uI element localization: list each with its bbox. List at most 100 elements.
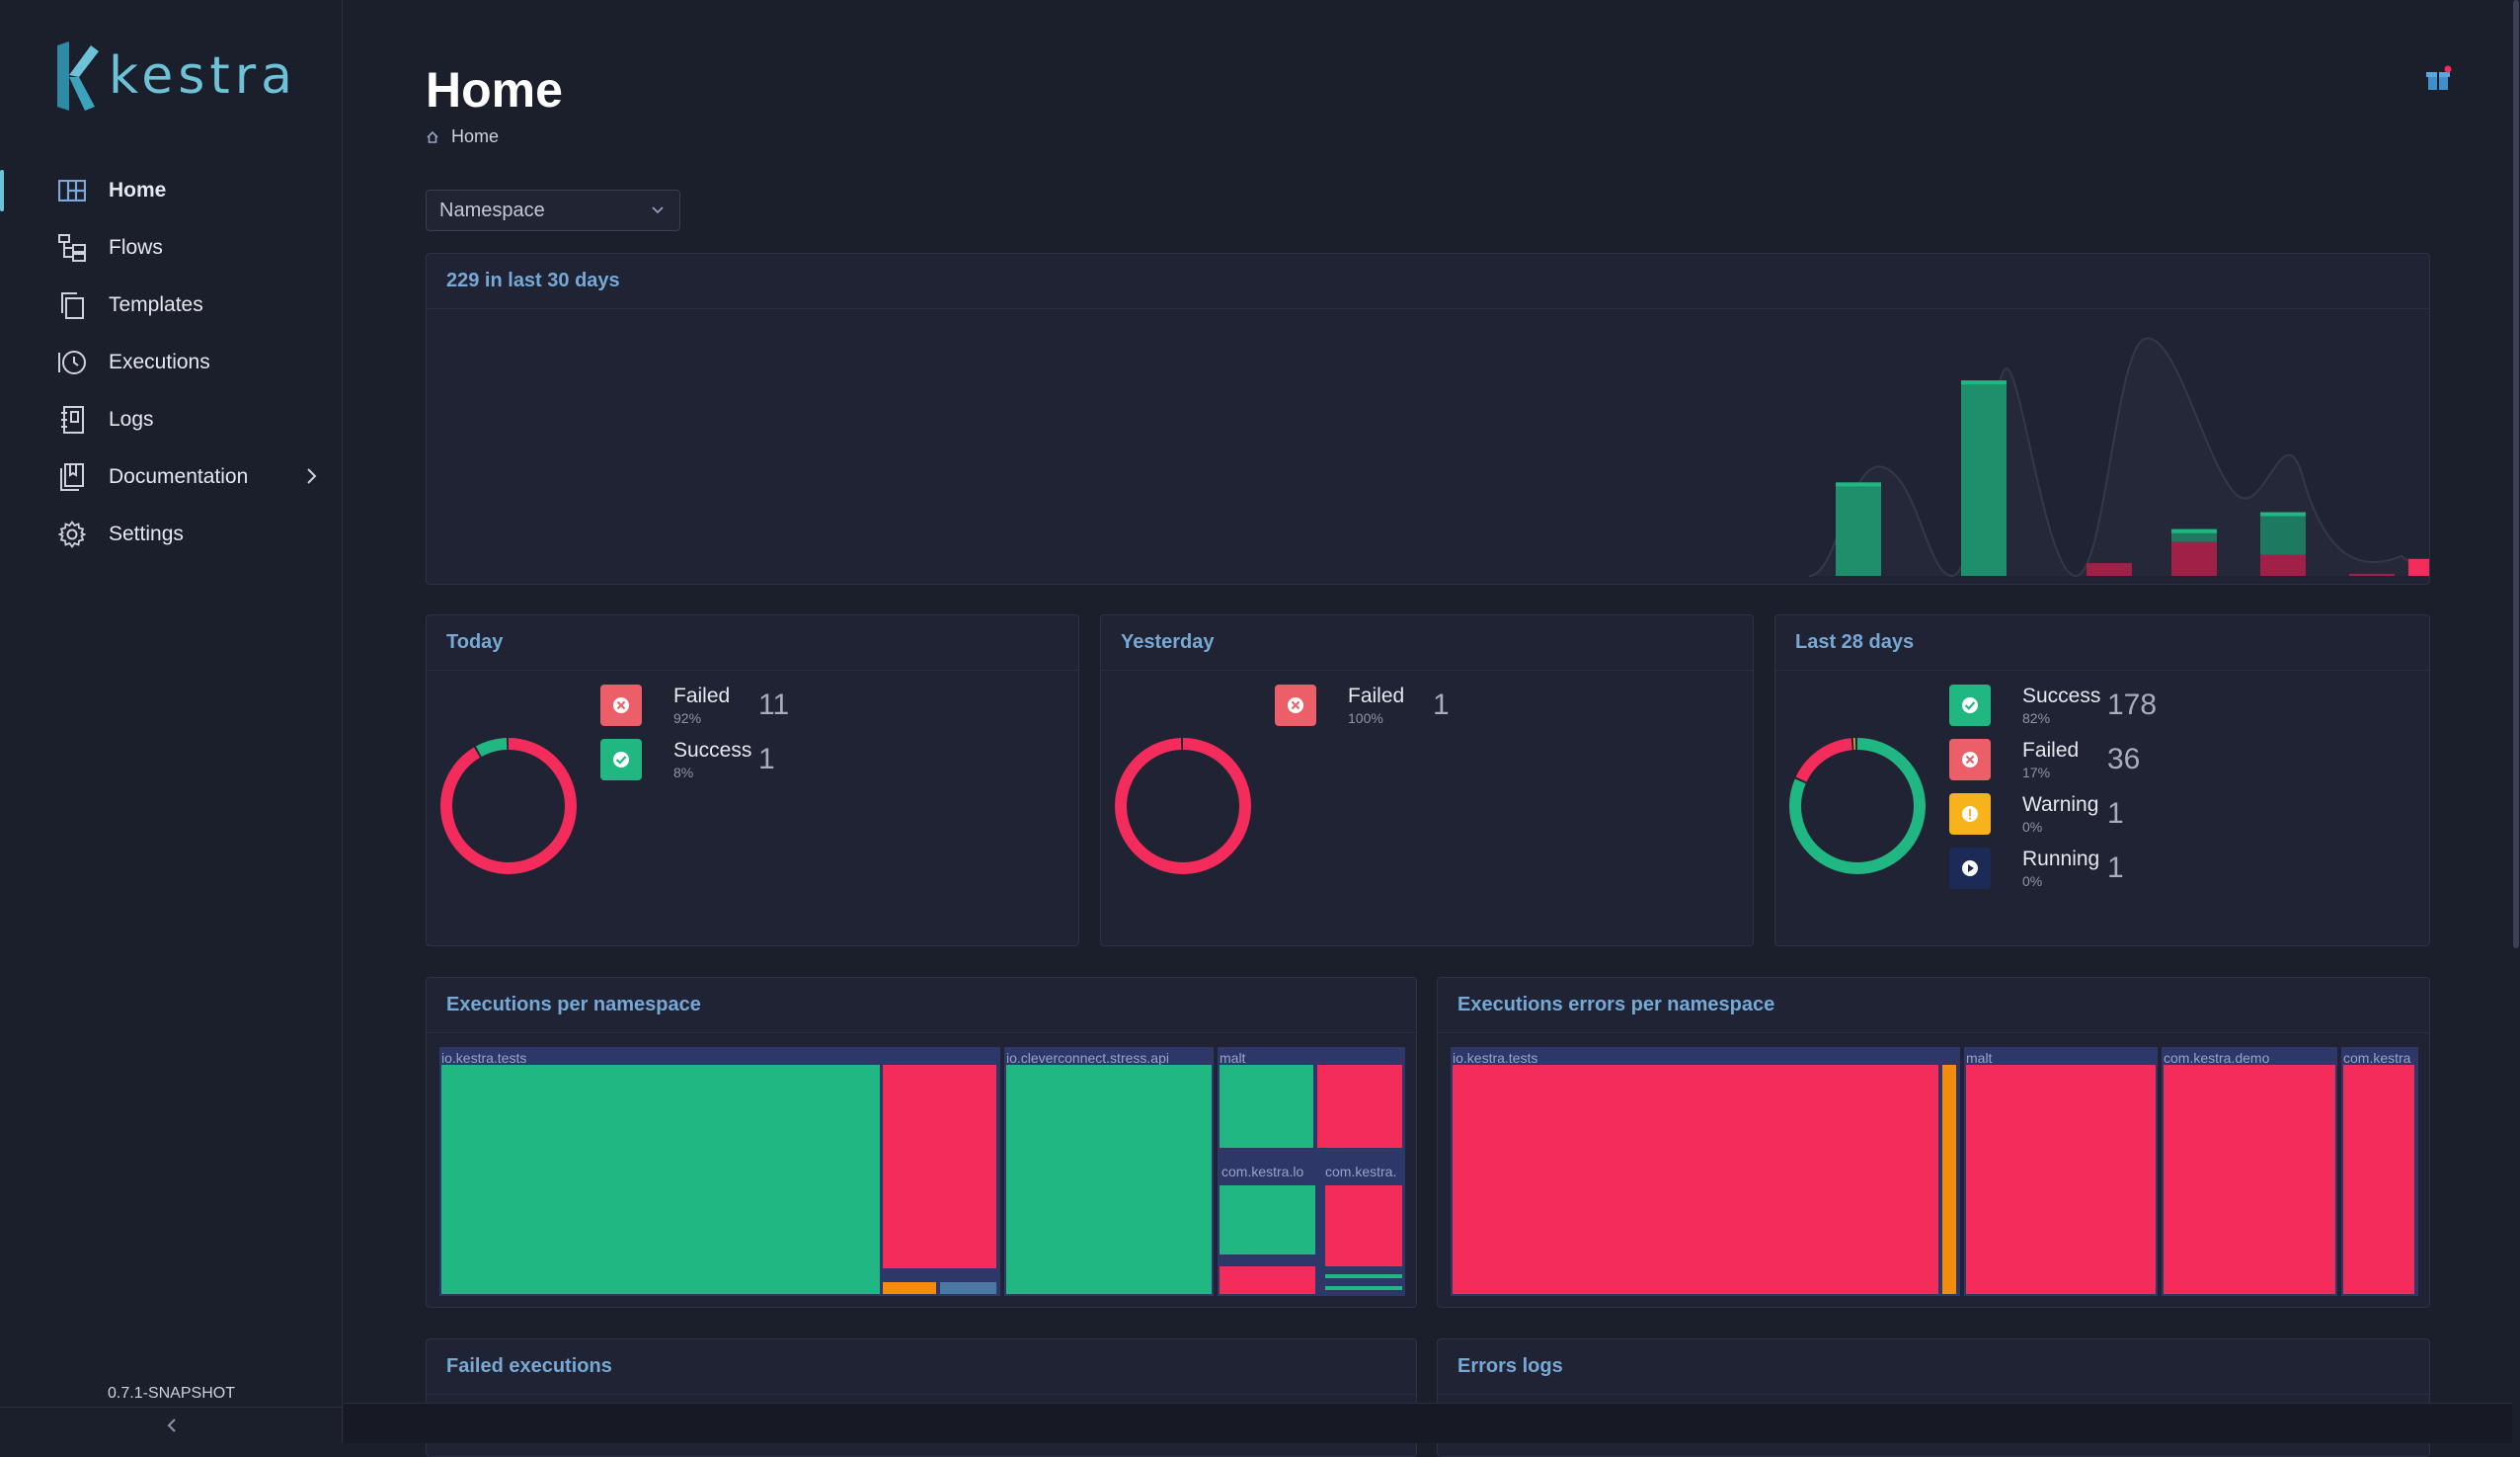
app-name: kestra [109,46,297,106]
last-28-days-donut-chart [1789,738,1926,874]
flow-tree-icon [55,231,89,265]
donut-segment-failed[interactable] [440,738,577,874]
treemap-cell-failed[interactable] [2164,1065,2335,1294]
treemap-cell-failed[interactable] [2343,1065,2414,1294]
card-title: Errors logs [1438,1339,2429,1395]
bar-success[interactable] [2260,512,2306,555]
bar-success[interactable] [1836,482,1881,576]
trend-curve [1808,337,2429,578]
sidebar-item-flows[interactable]: Flows [0,219,343,277]
treemap-group-label: com.kestra [2343,1050,2411,1066]
gear-icon [55,518,89,551]
today-card: Today Failed 92% 11 Success 8% 1 [426,614,1079,946]
bar-failed[interactable] [2349,573,2395,576]
treemap-group-label: malt [1966,1050,1993,1066]
legend-percent: 8% [673,765,694,780]
sidebar-item-home[interactable]: Home [0,162,343,219]
treemap-cell-success[interactable] [1006,1065,1212,1294]
legend-percent: 0% [2022,873,2043,889]
treemap-cell-success[interactable] [1325,1274,1402,1278]
legend-item-failed: Failed 100% 1 [1275,685,1541,739]
card-title: 229 in last 30 days [427,254,2429,309]
main-content: Home Home Namespace 229 in last 30 days … [344,0,2512,1457]
exclamation-icon [1949,793,1991,835]
treemap-cell-failed[interactable] [1220,1266,1315,1294]
legend-percent: 17% [2022,765,2051,780]
x-circle-icon [600,685,642,726]
breadcrumb-home-link[interactable]: Home [451,126,500,146]
bar-failed[interactable] [2408,558,2429,576]
bottom-bar [344,1403,2512,1443]
legend-count: 36 [2107,743,2141,775]
treemap-group-label: com.kestra.lo [1221,1164,1304,1179]
treemap-cell-success[interactable] [441,1065,880,1294]
treemap-cell-killed[interactable] [940,1282,996,1294]
treemap-cell-failed[interactable] [1317,1065,1402,1148]
treemap-cell-failed[interactable] [1453,1065,1938,1294]
treemap-group-label: malt [1220,1050,1246,1066]
card-title: Last 28 days [1775,615,2429,671]
legend-label: Warning [2022,793,2099,816]
bar-success[interactable] [1961,380,2007,576]
errors-treemap: io.kestra.tests malt com.kestra.demo com… [1451,1047,2418,1296]
scrollbar-thumb[interactable] [2513,0,2519,948]
sidebar-collapse-button[interactable] [0,1407,343,1443]
legend-count: 1 [2107,851,2124,884]
treemap-group-label: io.cleverconnect.stress.api [1006,1050,1169,1066]
book-icon [55,460,89,494]
donut-segment-running[interactable] [1789,738,1926,874]
check-circle-icon [600,739,642,780]
app-version: 0.7.1-SNAPSHOT [108,1385,235,1402]
card-title: Yesterday [1101,615,1753,671]
legend-count: 1 [1433,688,1450,721]
sidebar-item-label: Flows [109,236,163,259]
last-28-days-legend: Success 82% 178 Failed 17% 36 Warning 0% 1 Runnin… [1949,685,2216,902]
treemap-cell-success[interactable] [1220,1065,1313,1148]
legend-label: Success [2022,685,2101,707]
yesterday-legend: Failed 100% 1 [1275,685,1541,739]
bar-failed[interactable] [2260,554,2306,577]
treemap-cell-failed[interactable] [1966,1065,2156,1294]
notebook-icon [55,403,89,437]
treemap-cell-warning[interactable] [1942,1065,1956,1294]
treemap-cell-warning[interactable] [883,1282,936,1294]
legend-count: 1 [758,743,775,775]
legend-item-warning: Warning 0% 1 [1949,793,2216,848]
x-circle-icon [1275,685,1316,726]
sidebar-item-settings[interactable]: Settings [0,506,343,563]
chevron-left-icon [167,1418,176,1432]
sidebar-item-documentation[interactable]: Documentation [0,448,343,506]
legend-percent: 82% [2022,710,2051,726]
card-title: Executions errors per namespace [1438,978,2429,1033]
treemap-group-label: io.kestra.tests [441,1050,527,1066]
sidebar-item-label: Executions [109,351,210,373]
sidebar-item-executions[interactable]: Executions [0,334,343,391]
treemap-group-label: com.kestra.demo [2164,1050,2270,1066]
bar-success-cap [2260,512,2306,517]
treemap-cell-failed[interactable] [883,1065,996,1268]
kestra-logo[interactable]: kestra [55,40,297,113]
namespace-select[interactable]: Namespace [426,190,680,231]
legend-label: Failed [2022,739,2080,762]
kestra-logo-icon [57,41,99,111]
treemap-cell-success[interactable] [1325,1286,1402,1290]
chevron-right-icon[interactable] [305,466,319,492]
legend-label: Failed [673,685,731,707]
bar-failed[interactable] [2171,541,2217,576]
bar-success-cap [2171,528,2217,533]
page-scrollbar[interactable] [2512,0,2520,1443]
sidebar-item-logs[interactable]: Logs [0,391,343,448]
bar-failed[interactable] [2087,563,2132,576]
legend-label: Running [2022,848,2100,870]
executions-errors-per-namespace-card: Executions errors per namespace io.kestr… [1437,977,2430,1308]
gift-icon[interactable] [2425,65,2453,93]
bar-success-cap [1961,380,2007,385]
legend-label: Failed [1348,685,1405,707]
donut-segment-failed[interactable] [1115,738,1251,874]
sidebar-item-templates[interactable]: Templates [0,277,343,334]
page-title: Home [426,62,563,118]
copy-icon [55,288,89,322]
treemap-cell-failed[interactable] [1325,1185,1402,1266]
treemap-cell-success[interactable] [1220,1185,1315,1255]
history-icon [55,346,89,379]
